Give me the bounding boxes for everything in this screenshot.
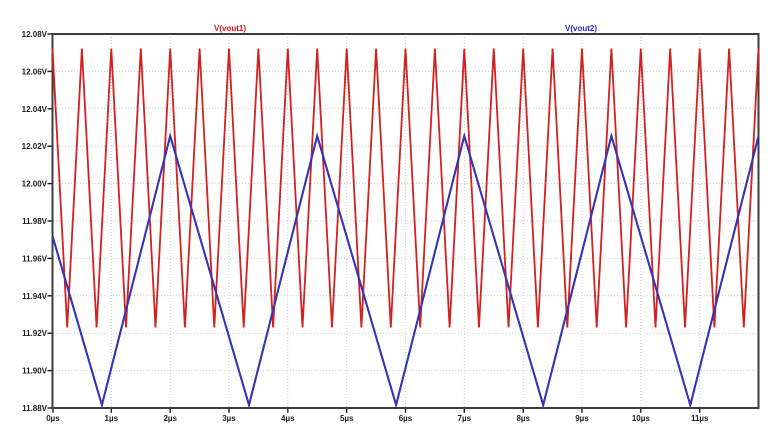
- svg-text:0µs: 0µs: [46, 414, 60, 423]
- svg-text:12.00V: 12.00V: [22, 180, 48, 189]
- svg-text:9µs: 9µs: [575, 414, 589, 423]
- svg-text:11.98V: 11.98V: [22, 217, 48, 226]
- svg-text:V(vout2): V(vout2): [565, 24, 597, 33]
- svg-text:11.96V: 11.96V: [22, 254, 48, 263]
- svg-text:6µs: 6µs: [399, 414, 413, 423]
- svg-text:12.02V: 12.02V: [22, 142, 48, 151]
- svg-text:12.04V: 12.04V: [22, 105, 48, 114]
- svg-text:2µs: 2µs: [163, 414, 177, 423]
- svg-text:8µs: 8µs: [516, 414, 530, 423]
- svg-text:3µs: 3µs: [222, 414, 236, 423]
- svg-text:11µs: 11µs: [691, 414, 709, 423]
- svg-text:11.92V: 11.92V: [22, 329, 48, 338]
- svg-text:4µs: 4µs: [281, 414, 295, 423]
- svg-text:11.90V: 11.90V: [22, 367, 48, 376]
- svg-text:7µs: 7µs: [458, 414, 472, 423]
- svg-text:11.88V: 11.88V: [22, 404, 48, 413]
- svg-text:5µs: 5µs: [340, 414, 354, 423]
- svg-text:12.08V: 12.08V: [22, 30, 48, 39]
- svg-text:11.94V: 11.94V: [22, 292, 48, 301]
- svg-text:12.06V: 12.06V: [22, 67, 48, 76]
- svg-text:1µs: 1µs: [105, 414, 119, 423]
- svg-text:10µs: 10µs: [632, 414, 651, 423]
- svg-text:V(vout1): V(vout1): [214, 24, 246, 33]
